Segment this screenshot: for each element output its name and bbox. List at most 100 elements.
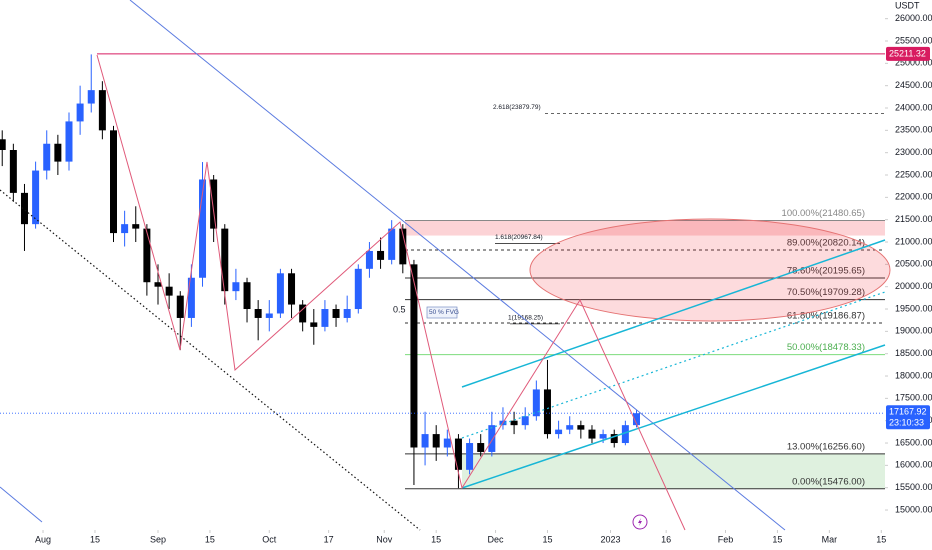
trend-line (129, 0, 786, 531)
candle-body (410, 264, 418, 448)
candle-body (310, 322, 318, 327)
candle-body (599, 434, 607, 439)
candle-body (54, 143, 62, 162)
price-value: 17167.92 (889, 407, 927, 417)
supply-zone (405, 220, 885, 236)
candle-body (332, 309, 340, 318)
candle-body (221, 228, 229, 292)
candle-body (76, 103, 84, 122)
x-tick-label: 15 (90, 534, 100, 544)
fib-label: 89.00%(20820.14) (787, 238, 865, 249)
x-tick-label: Aug (35, 534, 51, 544)
y-tick-label: 25500.00 (895, 35, 932, 45)
x-tick-label: 16 (661, 534, 671, 544)
annotation: 0.5 (393, 304, 406, 314)
currency-label: USDT (895, 0, 920, 10)
x-tick-label: 15 (431, 534, 441, 544)
y-tick-label: 21500.00 (895, 214, 932, 224)
y-tick-label: 26000.00 (895, 13, 932, 23)
fib-label: 0.00%(15476.00) (792, 476, 865, 487)
demand-zone (462, 453, 885, 489)
candle-body (199, 179, 207, 278)
y-tick-label: 18500.00 (895, 348, 932, 358)
candle-body (321, 309, 329, 327)
trend-line (0, 486, 43, 523)
drawings (0, 0, 891, 531)
candle-body (421, 434, 429, 448)
annotation: 50 % FVG (429, 309, 459, 316)
candle-body (243, 282, 251, 310)
candle-body (610, 434, 618, 444)
candle-body (365, 250, 373, 269)
event-icon[interactable] (632, 514, 648, 530)
candle-body (299, 304, 307, 323)
candle-body (588, 429, 596, 439)
resistance-value: 25211.32 (889, 48, 926, 58)
candle-body (377, 250, 385, 260)
fib-label: 13.00%(16256.60) (787, 441, 865, 452)
y-tick-label: 20500.00 (895, 259, 932, 269)
candle-body (632, 413, 640, 426)
candle-body (143, 228, 151, 283)
candle-body (288, 273, 296, 305)
x-tick-label: Mar (822, 534, 838, 544)
y-tick-label: 23000.00 (895, 147, 932, 157)
candle-body (187, 277, 195, 318)
candle-body (265, 313, 273, 318)
candle-body (176, 295, 184, 318)
candle-body (577, 425, 585, 430)
extension-label: 1(19168.25) (508, 315, 543, 322)
x-tick-label: 2023 (601, 534, 621, 544)
candle-body (443, 438, 451, 448)
x-tick-label: 17 (324, 534, 334, 544)
candle-body (121, 224, 129, 234)
candle-body (621, 425, 629, 444)
candle-body (432, 434, 440, 448)
y-tick-label: 18000.00 (895, 370, 932, 380)
fvg-box (426, 306, 458, 319)
y-tick-label: 16500.00 (895, 437, 932, 447)
y-tick-label: 15000.00 (895, 504, 932, 514)
candle-body (0, 139, 6, 150)
fib-label: 100.00%(21480.65) (782, 208, 865, 219)
countdown: 23:10:33 (889, 418, 924, 428)
channel-line (461, 344, 886, 489)
y-tick-label: 22000.00 (895, 192, 932, 202)
candle-body (399, 228, 407, 265)
candle-body (9, 149, 17, 193)
y-tick-label: 15500.00 (895, 482, 932, 492)
candle-body (566, 425, 574, 430)
y-tick-label: 23500.00 (895, 125, 932, 135)
x-tick-label: 15 (205, 534, 215, 544)
fib-label: 70.50%(19709.28) (787, 287, 865, 298)
candle-body (232, 282, 240, 292)
y-tick-label: 24500.00 (895, 80, 932, 90)
candle-body (32, 170, 40, 225)
extension-label: 1.618(20967.84) (495, 234, 543, 241)
candle-body (254, 309, 262, 318)
candle-body (210, 179, 218, 229)
x-tick-label: Oct (262, 534, 277, 544)
y-tick-label: 20000.00 (895, 281, 932, 291)
candle-body (165, 286, 173, 296)
candle-body (454, 438, 462, 470)
candle-body (154, 282, 162, 287)
candle-body (488, 425, 496, 452)
candle-body (43, 143, 51, 171)
candle-body (87, 90, 95, 104)
candle-body (98, 90, 106, 131)
candle-body (521, 416, 529, 426)
x-tick-label: Feb (718, 534, 734, 544)
x-tick-label: Nov (376, 534, 393, 544)
y-tick-label: 19500.00 (895, 303, 932, 313)
zigzag (96, 54, 686, 531)
resistance-badge (886, 46, 930, 61)
candle-body (466, 443, 474, 470)
y-tick-label: 16000.00 (895, 460, 932, 470)
x-tick-label: Sep (150, 534, 166, 544)
fib-label: 50.00%(18478.33) (787, 342, 865, 353)
candle-body (532, 389, 540, 417)
candle-body (20, 192, 28, 225)
